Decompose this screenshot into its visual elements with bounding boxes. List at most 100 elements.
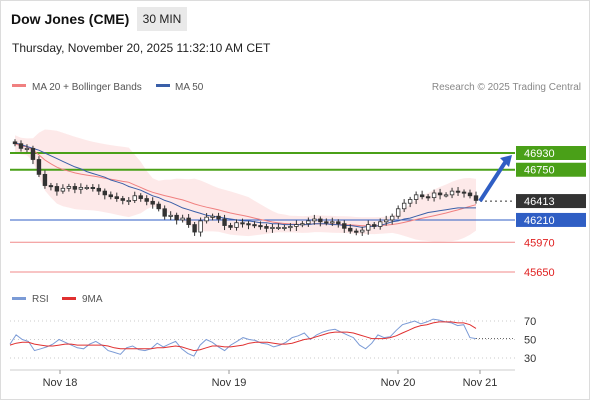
x-axis-label: Nov 20 bbox=[381, 377, 416, 389]
ma20-line bbox=[14, 143, 477, 227]
instrument-title: Dow Jones (CME) bbox=[11, 11, 130, 27]
candle-body bbox=[455, 190, 461, 193]
rsi-tick-label: 70 bbox=[524, 316, 536, 328]
forecast-arrow bbox=[478, 155, 512, 203]
bollinger-band-area bbox=[15, 129, 476, 242]
candle-body bbox=[54, 186, 60, 192]
candle-body bbox=[383, 219, 389, 223]
candle-body bbox=[18, 143, 24, 149]
candle-body bbox=[467, 192, 473, 197]
candle-body bbox=[42, 173, 48, 186]
candle-body bbox=[246, 223, 251, 226]
candle-body bbox=[449, 190, 455, 196]
candle-body bbox=[114, 196, 119, 199]
pivot-level-tag bbox=[516, 212, 586, 227]
candle-body bbox=[342, 223, 347, 229]
x-axis-label: Nov 18 bbox=[43, 377, 78, 389]
pivot-level-label: 46210 bbox=[524, 215, 555, 227]
candle-body bbox=[228, 225, 233, 228]
candle-body bbox=[48, 185, 54, 188]
candle-body bbox=[306, 220, 311, 225]
resistance-level-label: 46750 bbox=[524, 165, 555, 177]
candle-body bbox=[324, 221, 329, 224]
candle-body bbox=[126, 200, 131, 203]
candle-body bbox=[443, 194, 449, 197]
candle-body bbox=[192, 224, 197, 233]
candle-body bbox=[294, 224, 299, 227]
candle-body bbox=[198, 220, 203, 233]
candle-body bbox=[162, 208, 167, 217]
timestamp: Thursday, November 20, 2025 11:32:10 AM … bbox=[12, 41, 271, 55]
rsi-ma9-line bbox=[9, 321, 477, 352]
bollinger-band bbox=[15, 129, 476, 242]
candle-body bbox=[354, 230, 359, 233]
copyright-notice: Research © 2025 Trading Central bbox=[432, 82, 581, 93]
candle-body bbox=[425, 196, 431, 199]
support-level-label: 45970 bbox=[524, 237, 555, 249]
rsi-panel: 70 50 30 bbox=[9, 316, 536, 365]
candle-body bbox=[437, 192, 443, 196]
candle-body bbox=[282, 226, 287, 229]
candle-body bbox=[413, 194, 419, 200]
candle-body bbox=[473, 195, 479, 201]
rsi-legend-label: RSI bbox=[32, 294, 49, 305]
x-axis-label: Nov 19 bbox=[212, 377, 247, 389]
candle-body bbox=[401, 202, 407, 210]
forecast-arrow-head bbox=[500, 155, 512, 167]
ma20-legend-label: MA 20 + Bollinger Bands bbox=[32, 82, 142, 93]
candle-body bbox=[216, 215, 221, 220]
candle-body bbox=[186, 217, 191, 225]
candle-body bbox=[300, 223, 305, 226]
candle-body bbox=[378, 221, 383, 227]
candle-body bbox=[264, 226, 269, 229]
candle-body bbox=[60, 187, 66, 192]
rsi-tick-label: 50 bbox=[524, 335, 536, 347]
candle-body bbox=[431, 192, 437, 199]
resistance-level-tag bbox=[516, 162, 586, 177]
candle-body bbox=[96, 187, 102, 192]
candle-body bbox=[24, 147, 30, 150]
candle-body bbox=[389, 215, 395, 221]
ma50-legend-label: MA 50 bbox=[175, 82, 204, 93]
ma9-legend-swatch bbox=[62, 297, 76, 300]
rsi-legend-swatch bbox=[12, 297, 26, 300]
candle-body bbox=[419, 194, 425, 198]
candle-body bbox=[461, 191, 467, 194]
ma50-line bbox=[14, 142, 476, 228]
candle-body bbox=[407, 199, 413, 204]
forecast-arrow-shaft bbox=[478, 159, 508, 203]
candle-body bbox=[12, 141, 18, 145]
candle-body bbox=[108, 194, 113, 198]
candle-body bbox=[240, 222, 245, 225]
candle-body bbox=[252, 224, 257, 227]
candle-body bbox=[132, 195, 137, 201]
support-level-label: 45650 bbox=[524, 267, 555, 279]
candle-body bbox=[102, 190, 108, 196]
candle-body bbox=[144, 198, 149, 202]
candle-body bbox=[120, 198, 125, 201]
level-labels: 46930 46750 46413 46210 45970 45650 bbox=[516, 146, 586, 279]
candle-body bbox=[72, 186, 78, 190]
candle-body bbox=[168, 214, 173, 217]
candle-body bbox=[336, 221, 341, 225]
candle-body bbox=[210, 215, 215, 218]
candle-body bbox=[222, 218, 227, 226]
candle-body bbox=[312, 218, 317, 222]
candle-body bbox=[78, 186, 84, 190]
moving-averages bbox=[14, 142, 477, 228]
levels bbox=[10, 152, 515, 273]
candle-body bbox=[270, 226, 275, 229]
ma9-legend-label: 9MA bbox=[82, 294, 103, 305]
x-axis: Nov 18 Nov 19 Nov 20 Nov 21 bbox=[43, 370, 497, 389]
candle-body bbox=[204, 216, 209, 222]
candle-body bbox=[234, 222, 239, 228]
candlesticks bbox=[12, 139, 479, 237]
candle-body bbox=[395, 208, 401, 217]
candle-body bbox=[174, 214, 179, 221]
candle-body bbox=[84, 186, 90, 189]
candle-body bbox=[138, 195, 143, 199]
ma20-legend-swatch bbox=[12, 84, 26, 87]
candle-body bbox=[360, 229, 365, 233]
timeframe-button[interactable]: 30 MIN bbox=[137, 7, 187, 31]
